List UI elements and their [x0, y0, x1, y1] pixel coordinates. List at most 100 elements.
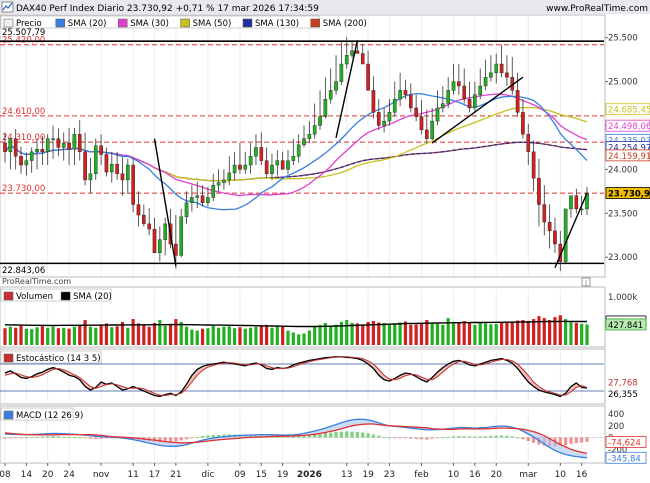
candle — [382, 120, 386, 126]
macd-histogram-bar — [211, 435, 215, 438]
volume-bar — [147, 326, 151, 345]
volume-bar — [350, 322, 354, 345]
low-label: 22.843,06 — [2, 266, 45, 276]
value-tag-label: -345,84 — [608, 454, 641, 464]
candle — [435, 107, 440, 122]
volume-bar — [393, 324, 397, 345]
macd-histogram-bar — [72, 437, 77, 439]
value-tag-label: 24.254,97 — [608, 144, 650, 154]
scroll-right-button[interactable]: | — [581, 277, 591, 287]
candle — [296, 144, 301, 157]
volume-bar — [88, 326, 93, 345]
candle — [275, 160, 280, 166]
macd-histogram-bar — [483, 436, 488, 438]
price-legend-swatch — [242, 18, 253, 28]
candle — [88, 173, 93, 181]
volume-bar — [526, 321, 530, 345]
volume-bar — [462, 321, 466, 345]
candle — [462, 85, 466, 100]
candle — [200, 195, 205, 203]
macd-histogram-bar — [110, 437, 114, 439]
x-tick-label: 10 — [448, 470, 460, 480]
macd-histogram-bar — [366, 433, 370, 438]
candle — [521, 112, 525, 135]
macd-histogram-bar — [425, 437, 429, 440]
candle — [328, 90, 333, 100]
trendline — [431, 76, 524, 144]
volume-bar — [441, 324, 445, 345]
price-legend-label: SMA (50) — [193, 19, 232, 29]
candle — [547, 221, 552, 232]
x-tick-label: 24 — [63, 470, 75, 480]
volume-bar — [414, 324, 418, 345]
value-tag-label: 24.498,06 — [608, 122, 650, 132]
macd-histogram-bar — [580, 437, 584, 443]
chart-title: DAX40 Perf Index Diario 23.730,92 +0,71 … — [16, 4, 319, 14]
candle — [19, 156, 23, 166]
level-label: 24.310,00 — [2, 133, 45, 143]
macd-histogram-bar — [179, 437, 183, 441]
volume-bar — [435, 323, 440, 345]
candle — [478, 85, 483, 95]
level-label: 23.730,00 — [2, 184, 45, 194]
candle — [83, 151, 87, 181]
volume-bar — [99, 324, 103, 345]
volume-bar — [478, 321, 482, 345]
value-tag-label: 27,768 — [608, 379, 638, 389]
volume-bar — [232, 328, 237, 345]
candle — [40, 149, 45, 153]
volume-bar — [275, 325, 279, 345]
macd-histogram-bar — [190, 437, 194, 439]
value-tag-label: 24.685,45 — [608, 106, 650, 116]
macd-histogram-bar — [489, 435, 493, 438]
volume-chart — [3, 315, 589, 345]
volume-bar — [216, 327, 221, 345]
volume-bar — [286, 330, 290, 345]
macd-histogram-bar — [510, 436, 514, 438]
volume-bar — [537, 316, 541, 345]
macd-histogram-bar — [184, 437, 189, 440]
volume-bar — [126, 327, 130, 345]
candle — [302, 138, 306, 146]
stochastic-line — [4, 356, 588, 397]
macd-histogram-bar — [409, 437, 413, 439]
candle — [243, 164, 248, 170]
volume-bar — [24, 328, 28, 345]
macd-histogram-bar — [297, 436, 301, 438]
volume-bar — [355, 323, 360, 345]
macd-histogram-bar — [462, 436, 466, 438]
volume-bar — [574, 322, 578, 345]
volume-bar — [505, 322, 509, 345]
candle — [152, 228, 157, 254]
volume-bar — [569, 321, 573, 345]
volume-bar — [403, 321, 408, 345]
volume-bar — [195, 330, 199, 345]
y-tick-label: 1.000k — [608, 293, 637, 303]
volume-bar — [115, 326, 119, 345]
candle — [254, 147, 258, 157]
x-tick-label: 08 — [0, 470, 11, 480]
candle — [8, 138, 13, 153]
candle — [24, 160, 29, 166]
macd-histogram-bar — [206, 435, 210, 438]
candle — [430, 120, 434, 139]
candle — [414, 107, 418, 117]
x-tick-label: 11 — [127, 470, 138, 480]
volume-legend-swatch — [60, 291, 71, 301]
value-tag — [605, 451, 647, 464]
value-tag — [605, 149, 650, 162]
price-legend-swatch — [3, 18, 14, 28]
volume-bar — [72, 326, 77, 345]
macd-histogram-bar — [532, 437, 536, 443]
x-tick-label: dic — [201, 470, 214, 480]
macd-histogram-bar — [499, 435, 504, 438]
candle — [136, 204, 141, 216]
candle — [494, 63, 499, 74]
candle — [248, 156, 253, 166]
volume-bar — [377, 322, 381, 345]
volume-bar — [510, 322, 514, 345]
volume-bar — [494, 323, 498, 345]
candle — [206, 197, 210, 203]
candle — [13, 138, 18, 157]
price-panel[interactable] — [0, 14, 606, 278]
